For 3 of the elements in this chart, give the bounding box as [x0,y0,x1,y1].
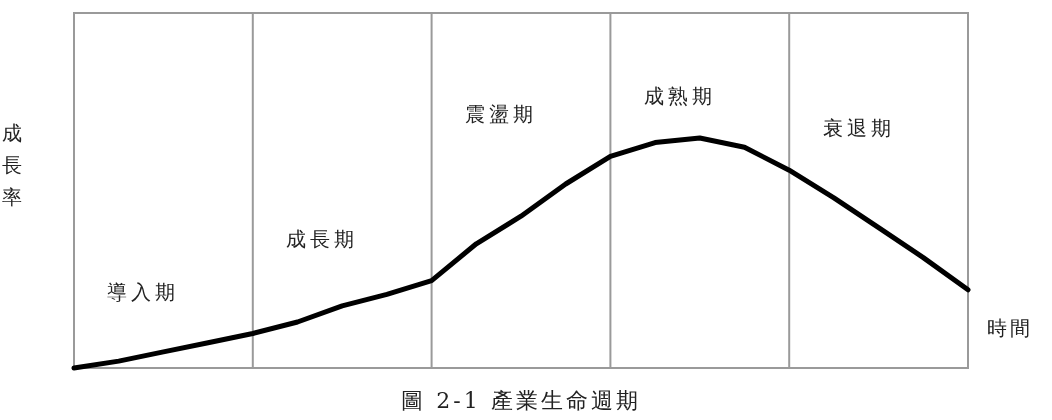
y-axis-title: 成長率 [2,121,22,209]
text: 圖 2-1 產業生命週期 [401,388,641,413]
x-axis-title: 時間 [987,316,1033,340]
